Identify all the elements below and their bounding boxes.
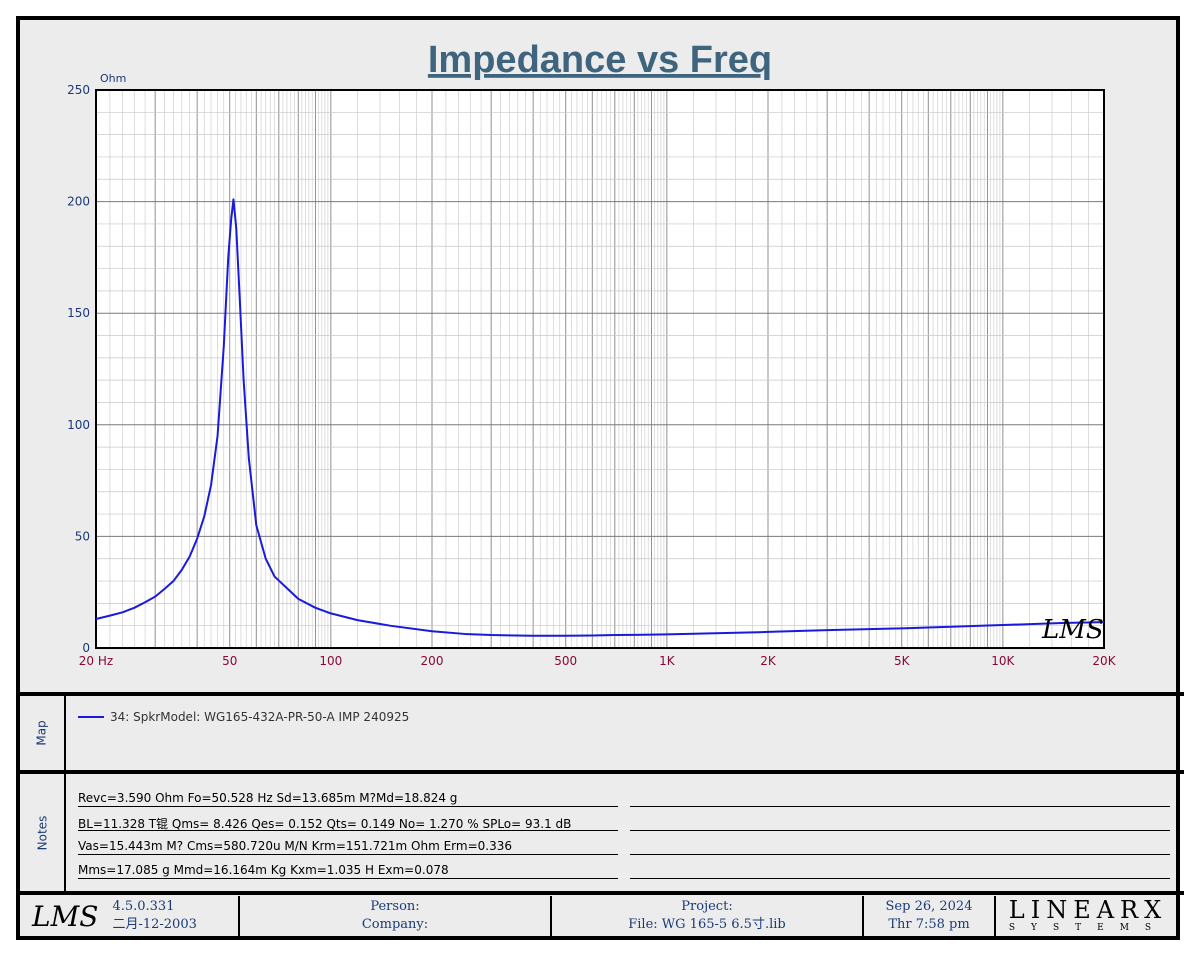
- project-label: Project:: [681, 899, 733, 914]
- x-tick-label: 20 Hz: [79, 654, 113, 668]
- note-line-1: Revc=3.590 Ohm Fo=50.528 Hz Sd=13.685m M…: [78, 791, 458, 805]
- note-underline: [78, 830, 618, 831]
- x-tick-label: 100: [319, 654, 342, 668]
- watermark-lms: LMS: [1041, 615, 1104, 645]
- legend-text: 34: SpkrModel: WG165-432A-PR-50-A IMP 24…: [110, 710, 410, 724]
- person-label: Person:: [370, 899, 420, 914]
- separator: [16, 770, 1184, 774]
- company-label: Company:: [361, 917, 429, 932]
- x-tick-label: 5K: [894, 654, 911, 668]
- x-tick-label: 50: [222, 654, 237, 668]
- series-layer: [95, 198, 1105, 637]
- x-tick-label: 2K: [760, 654, 777, 668]
- footer-date-cell: Sep 26, 2024 Thr 7:58 pm: [864, 896, 996, 936]
- note-underline: [78, 854, 618, 855]
- x-tick-label: 1K: [659, 654, 676, 668]
- note-line-3: Vas=15.443m M? Cms=580.720u M/N Krm=151.…: [78, 839, 512, 853]
- y-tick-label: 200: [67, 195, 90, 209]
- footer-person-cell: Person: Company:: [240, 896, 552, 936]
- chart-title: Impedance vs Freq: [428, 39, 772, 81]
- y-tick-label: 50: [75, 529, 90, 543]
- y-tick-label: 150: [67, 306, 90, 320]
- footer-project-cell: Project: File: WG 165-5 6.5寸.lib: [552, 896, 864, 936]
- footer-brand-cell: LINEARX SYSTEMS: [996, 896, 1180, 936]
- note-line-4: Mms=17.085 g Mmd=16.164m Kg Kxm=1.035 H …: [78, 863, 449, 877]
- map-panel-label: Map: [20, 696, 66, 770]
- version-date: 二月-12-2003: [112, 917, 197, 932]
- footer-version-cell: LMS 4.5.0.331 二月-12-2003: [20, 896, 240, 936]
- notes-panel-label: Notes: [20, 774, 66, 891]
- map-label: Map: [34, 720, 49, 746]
- date: Sep 26, 2024: [885, 899, 973, 914]
- note-underline: [630, 878, 1170, 879]
- y-axis-label: Ohm: [100, 72, 126, 85]
- separator: [16, 891, 1184, 895]
- impedance-series-line: [95, 198, 1105, 637]
- separator: [16, 692, 1184, 696]
- y-tick-label: 250: [67, 83, 90, 97]
- time: Thr 7:58 pm: [888, 917, 970, 932]
- plot-border: [95, 89, 1105, 649]
- y-tick-label: 100: [67, 418, 90, 432]
- linearx-logo: LINEARX: [1008, 896, 1168, 924]
- notes-label: Notes: [34, 815, 49, 850]
- file-label: File: WG 165-5 6.5寸.lib: [628, 917, 786, 932]
- impedance-chart: Impedance vs Freq Ohm 20 Hz 50 100 200 500 1K…: [67, 39, 1117, 668]
- legend-swatch: [78, 716, 104, 718]
- systems-logo-text: SYSTEMS: [1008, 923, 1168, 933]
- y-tick-label: 0: [82, 641, 90, 655]
- grid: [95, 89, 1105, 649]
- note-underline: [78, 878, 618, 879]
- note-underline: [78, 806, 618, 807]
- note-line-2: BL=11.328 T锟 Qms= 8.426 Qes= 0.152 Qts= …: [78, 817, 572, 831]
- axis-labels: 20 Hz 50 100 200 500 1K 2K 5K 10K 20K 0 50 100 150 200…: [67, 83, 1117, 668]
- note-underline: [630, 830, 1170, 831]
- x-tick-label: 10K: [991, 654, 1015, 668]
- plot-background: [96, 90, 1104, 648]
- lms-logo: LMS: [32, 899, 99, 933]
- note-underline: [630, 854, 1170, 855]
- x-tick-label: 500: [554, 654, 577, 668]
- version: 4.5.0.331: [112, 899, 175, 914]
- x-tick-label: 20K: [1092, 654, 1116, 668]
- x-tick-label: 200: [421, 654, 444, 668]
- note-underline: [630, 806, 1170, 807]
- legend-entry: 34: SpkrModel: WG165-432A-PR-50-A IMP 24…: [78, 710, 409, 724]
